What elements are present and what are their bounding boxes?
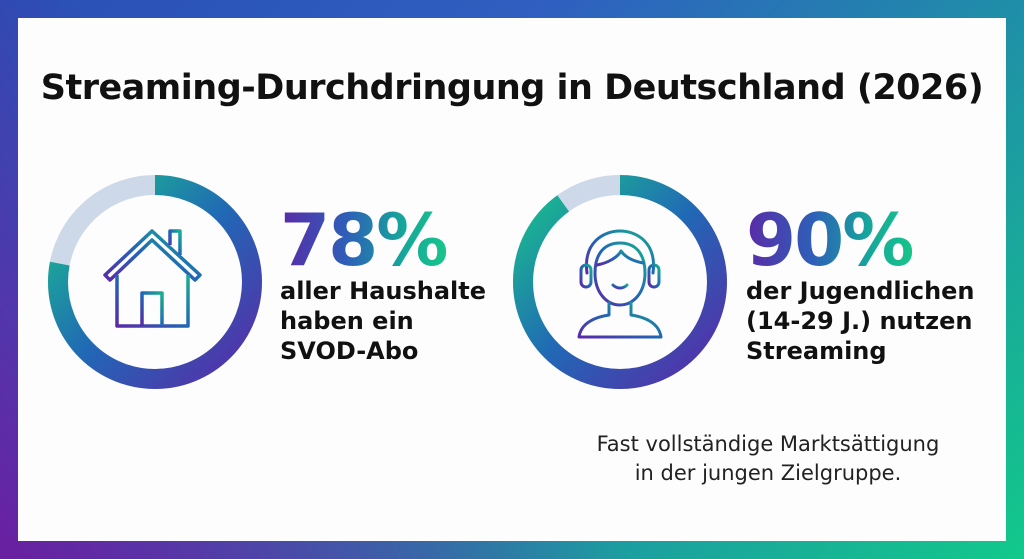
label-line: Streaming (746, 337, 887, 365)
footnote-line: Fast vollständige Marktsättigung (596, 432, 940, 456)
label-line: der Jugendlichen (746, 277, 975, 305)
infographic-card: Streaming-Durchdringung in Deutschland (… (18, 18, 1006, 541)
house-icon (103, 229, 202, 328)
label-line: haben ein (280, 307, 414, 335)
page-title: Streaming-Durchdringung in Deutschland (… (40, 68, 984, 108)
stat-label-youth: der Jugendlichen (14-29 J.) nutzen Strea… (746, 276, 975, 366)
stat-label-households: aller Haushalte haben ein SVOD-Abo (280, 276, 486, 366)
donut-households (45, 172, 265, 392)
headset-person-icon (577, 229, 663, 339)
stat-value-youth: 90% (746, 198, 914, 282)
footnote: Fast vollständige Marktsättigung in der … (558, 430, 978, 488)
stat-value-households: 78% (280, 198, 448, 282)
footnote-line: in der jungen Zielgruppe. (634, 461, 902, 485)
donut-arc-households (48, 175, 262, 389)
donut-arc-youth (513, 175, 727, 389)
donut-youth (510, 172, 730, 392)
label-line: (14-29 J.) nutzen (746, 307, 973, 335)
label-line: aller Haushalte (280, 277, 487, 305)
label-line: SVOD-Abo (280, 337, 419, 365)
